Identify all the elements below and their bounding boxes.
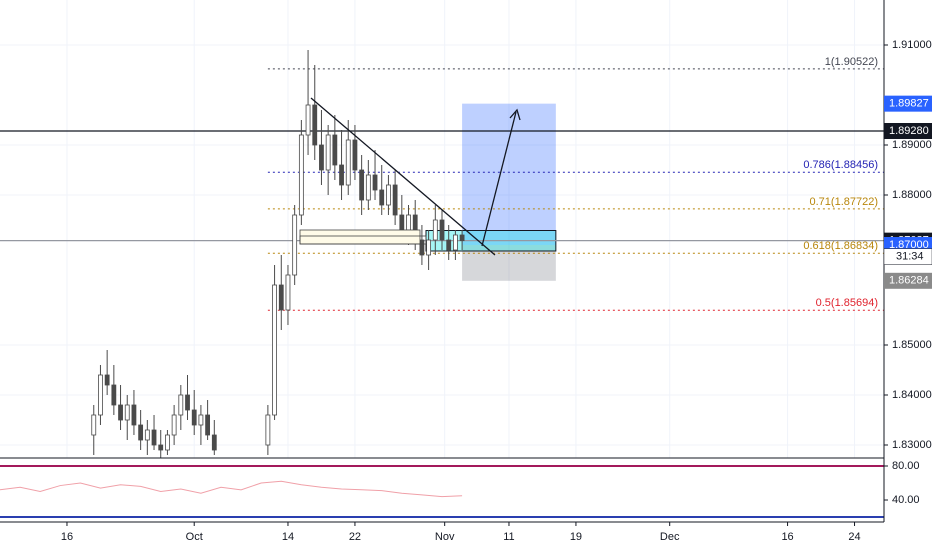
x-tick-label: 24 bbox=[848, 531, 860, 543]
price-label: 1.87000 bbox=[889, 239, 929, 251]
price-label: 1.86284 bbox=[889, 275, 929, 287]
x-tick-label: 22 bbox=[349, 531, 361, 543]
candle-body bbox=[104, 374, 110, 386]
rsi-tick-label: 40.00 bbox=[892, 494, 920, 506]
fib-label: 0.71(1.87722) bbox=[810, 196, 879, 208]
fib-label: 0.786(1.88456) bbox=[803, 159, 878, 171]
candle-body bbox=[144, 429, 150, 441]
y-tick-label: 1.91000 bbox=[892, 39, 932, 51]
candle-body bbox=[345, 139, 351, 186]
candle-body bbox=[98, 374, 103, 416]
candle-body bbox=[332, 134, 338, 166]
price-pane: 1(1.90522) 0.786(1.88456) 0.71(1.87722) 0.6… bbox=[0, 0, 884, 458]
candle-body bbox=[319, 144, 324, 171]
candle-body bbox=[406, 214, 411, 231]
rsi-line bbox=[0, 480, 463, 498]
x-tick-label: Nov bbox=[435, 531, 455, 543]
candle-body bbox=[138, 424, 144, 441]
candle-body bbox=[446, 239, 452, 251]
countdown: 31:34 bbox=[896, 251, 924, 263]
candle-body bbox=[365, 174, 371, 201]
candle-body bbox=[171, 414, 177, 436]
zone-box bbox=[299, 235, 427, 245]
candle-body bbox=[352, 139, 358, 171]
arrow-head bbox=[509, 108, 521, 121]
candle-body bbox=[325, 134, 331, 171]
fib-label: 0.5(1.85694) bbox=[816, 297, 878, 309]
candle-body bbox=[111, 384, 117, 406]
candle-body bbox=[386, 184, 391, 206]
arrow-line bbox=[481, 111, 517, 247]
candle-body bbox=[191, 409, 197, 426]
candle-body bbox=[392, 184, 398, 216]
candle-body bbox=[305, 104, 311, 136]
price-label-bg bbox=[884, 95, 932, 112]
candle-body bbox=[131, 404, 137, 426]
zone-box bbox=[299, 229, 421, 245]
candle-body bbox=[151, 429, 157, 446]
y-tick-label: 1.83000 bbox=[892, 439, 932, 451]
candle-body bbox=[312, 104, 318, 146]
drawings bbox=[0, 97, 884, 459]
y-tick-label: 1.89000 bbox=[892, 139, 932, 151]
candle-body bbox=[265, 414, 271, 446]
x-tick-label: 16 bbox=[61, 531, 73, 543]
candle-body bbox=[278, 284, 284, 311]
candle-body bbox=[419, 239, 425, 256]
candle-body bbox=[292, 214, 298, 276]
candle-body bbox=[198, 414, 204, 426]
candle-body bbox=[372, 174, 378, 191]
rsi-pane bbox=[0, 464, 884, 519]
x-tick-label: Oct bbox=[186, 531, 203, 543]
rsi-tick-label: 80.00 bbox=[892, 460, 920, 472]
candle-body bbox=[272, 284, 277, 416]
target-zone bbox=[462, 103, 556, 246]
candle-body bbox=[359, 169, 365, 201]
candle-body bbox=[298, 134, 304, 216]
price-label-bg bbox=[884, 123, 932, 139]
x-tick-label: 16 bbox=[781, 531, 793, 543]
candle-body bbox=[91, 414, 97, 436]
candle-body bbox=[205, 414, 211, 436]
candle-body bbox=[124, 404, 130, 421]
candle-body bbox=[185, 394, 190, 411]
candle-body bbox=[399, 214, 405, 231]
trend-line bbox=[310, 97, 496, 256]
candle-body bbox=[165, 434, 170, 451]
price-label-bg bbox=[884, 272, 932, 289]
candle-body bbox=[158, 444, 164, 451]
fib-label: 1(1.90522) bbox=[825, 56, 878, 68]
x-tick-label: Dec bbox=[660, 531, 680, 543]
y-tick-label: 1.85000 bbox=[892, 339, 932, 351]
candle-body bbox=[452, 234, 458, 251]
x-tick-label: 14 bbox=[282, 531, 294, 543]
candle-body bbox=[178, 394, 184, 416]
fib-label: 0.618(1.86834) bbox=[803, 240, 878, 252]
candle-body bbox=[211, 434, 217, 451]
candle-body bbox=[432, 219, 438, 241]
candle-body bbox=[118, 404, 123, 421]
price-label: 1.89827 bbox=[889, 98, 929, 110]
countdown-bg bbox=[883, 248, 932, 265]
x-tick-label: 19 bbox=[570, 531, 582, 543]
candle-body bbox=[439, 219, 445, 241]
candle-body bbox=[426, 239, 432, 256]
x-tick-label: 11 bbox=[503, 531, 514, 543]
axes: 1.83000 1.84000 1.85000 1.88000 1.89000 1.910… bbox=[61, 39, 932, 543]
candle-body bbox=[379, 189, 385, 206]
y-tick-label: 1.84000 bbox=[892, 389, 932, 401]
candle-body bbox=[339, 164, 344, 186]
y-tick-label: 1.88000 bbox=[892, 189, 932, 201]
candle-body bbox=[459, 234, 465, 242]
candle-body bbox=[285, 274, 291, 311]
price-label: 1.89280 bbox=[889, 125, 929, 137]
